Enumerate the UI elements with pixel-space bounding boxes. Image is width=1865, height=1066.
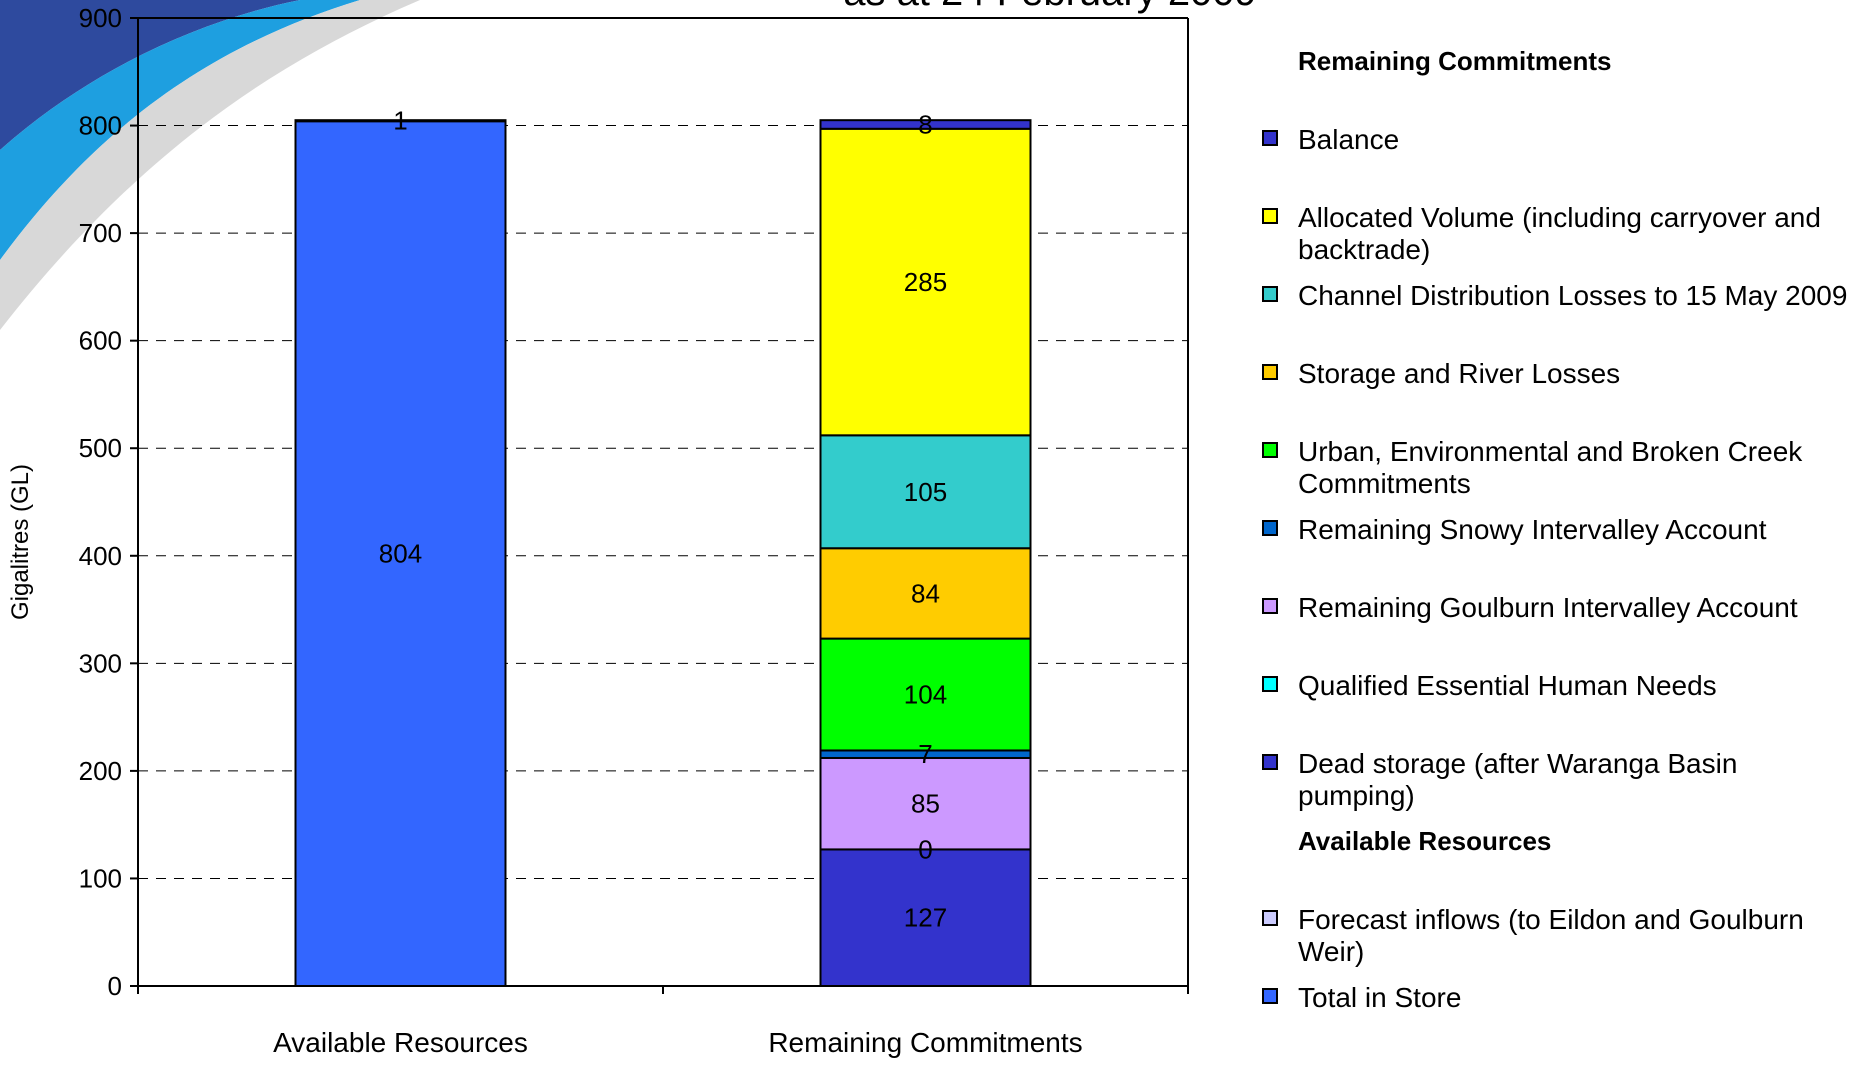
slide-corner-decoration [0,0,420,330]
legend-swatch [1262,286,1278,302]
legend-swatch [1262,364,1278,380]
y-tick-label: 100 [79,863,122,893]
legend-label: Channel Distribution Losses to 15 May 20… [1298,280,1848,311]
bar-segment [819,127,1032,437]
data-label: 285 [904,267,947,297]
x-category-label: Remaining Commitments [768,1027,1082,1058]
data-label: 7 [918,739,932,769]
y-tick-label: 800 [79,111,122,141]
y-tick-label: 900 [79,3,122,33]
bar-segment [819,119,1032,130]
legend-label: Total in Store [1298,982,1462,1013]
legend-label: Qualified Essential Human Needs [1298,670,1717,701]
y-tick-label: 600 [79,326,122,356]
legend-label: Balance [1298,124,1400,155]
bar-segment [819,434,1032,550]
data-label: 8 [918,109,932,139]
data-label: 104 [904,680,947,710]
legend-swatch [1262,520,1278,536]
legend-label: Urban, Environmental and Broken Creek Co… [1298,436,1803,499]
legend-swatch [1262,676,1278,692]
legend-swatch [1262,208,1278,224]
data-label: 105 [904,477,947,507]
legend-swatch [1262,130,1278,146]
data-label: 804 [379,539,422,569]
legend-label: Remaining Goulburn Intervalley Account [1298,592,1798,623]
legend-label: Allocated Volume (including carryover an… [1298,202,1821,265]
y-tick-label: 0 [108,971,122,1001]
data-label: 84 [911,578,940,608]
chart-title: as at 24 February 2009 [700,0,1400,15]
data-label: 0 [918,834,932,864]
data-label: 1 [393,106,407,136]
legend-label: Remaining Snowy Intervalley Account [1298,514,1767,545]
bar-segment [819,547,1032,640]
bar-segment [819,848,1032,987]
legend-swatch [1262,988,1278,1004]
legend-label: Dead storage (after Waranga Basin pumpin… [1298,748,1738,811]
y-tick-label: 300 [79,648,122,678]
data-label: 85 [911,789,940,819]
bar-segment [819,756,1032,851]
legend-heading-remaining: Remaining Commitments [1298,46,1612,76]
data-label: 127 [904,903,947,933]
y-tick-label: 500 [79,433,122,463]
y-axis-label: Gigalitres (GL) [7,464,34,620]
legend-swatch [1262,598,1278,614]
bar-segment [294,120,507,987]
y-tick-label: 400 [79,541,122,571]
bar-chart: 804 1 127 0 85 7 104 84 105 285 8 0 100 200 300 400 500 6… [7,3,1189,1058]
bar-segment [294,119,507,123]
legend-swatch [1262,910,1278,926]
legend-heading-available: Available Resources [1298,826,1552,856]
legend-swatch [1262,754,1278,770]
legend-label: Storage and River Losses [1298,358,1621,389]
y-tick-label: 200 [79,756,122,786]
legend-label: Forecast inflows (to Eildon and Goulburn… [1298,904,1804,967]
bar-segment [819,637,1032,752]
x-category-label: Available Resources [273,1027,528,1058]
y-tick-label: 700 [79,218,122,248]
legend-swatch [1262,442,1278,458]
